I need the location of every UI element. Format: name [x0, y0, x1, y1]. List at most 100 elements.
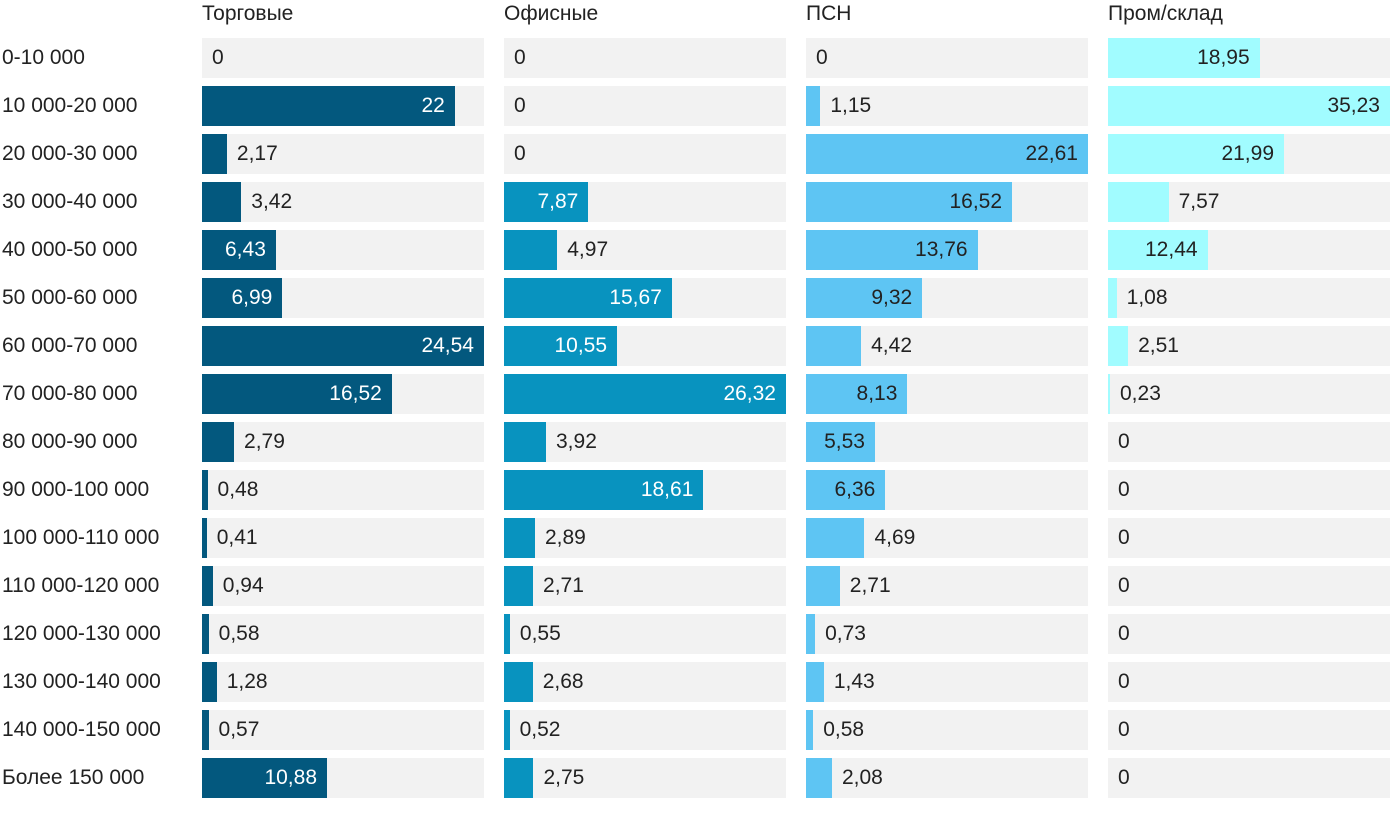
value-label: 2,68 [542, 670, 584, 693]
bar [202, 566, 213, 606]
bar-track [806, 758, 1088, 798]
value-label: 9,32 [871, 286, 913, 309]
bar [504, 374, 786, 414]
bar [504, 230, 558, 270]
bar-track [504, 422, 786, 462]
value-label: 0 [1118, 574, 1130, 597]
row-label: 20 000-30 000 [2, 142, 138, 165]
bar-track [504, 662, 786, 702]
value-label: 0,55 [519, 622, 561, 645]
bar [504, 614, 510, 654]
value-label: 22,61 [1025, 142, 1078, 165]
value-label: 6,36 [834, 478, 876, 501]
value-label: 15,67 [609, 286, 662, 309]
bar-track [202, 662, 484, 702]
bar-track [202, 566, 484, 606]
bar [806, 278, 923, 318]
value-label: 0,57 [218, 718, 260, 741]
value-label: 0,23 [1120, 382, 1161, 405]
bar-track [504, 566, 786, 606]
bar-track [504, 86, 786, 126]
value-label: 0 [816, 46, 828, 69]
bar [202, 662, 217, 702]
value-label: 21,99 [1221, 142, 1275, 165]
value-label: 0,58 [823, 718, 865, 741]
value-label: 7,87 [537, 190, 579, 213]
bar [806, 134, 1088, 174]
value-label: 0,94 [222, 574, 264, 597]
bar-track [806, 566, 1088, 606]
bar-track [1108, 374, 1390, 414]
value-label: 0 [1118, 430, 1130, 453]
value-label: 22 [421, 94, 445, 117]
value-label: 10,88 [264, 766, 318, 789]
bar [1108, 374, 1110, 414]
bar [806, 566, 840, 606]
series-title: Торговые [202, 2, 294, 25]
value-label: 1,28 [226, 670, 268, 693]
value-label: 2,79 [244, 430, 285, 453]
bar-track [806, 38, 1088, 78]
bar [202, 614, 209, 654]
row-label: 40 000-50 000 [2, 238, 138, 261]
bar-track [1108, 758, 1390, 798]
bar-track [202, 710, 484, 750]
bar-track [202, 614, 484, 654]
bar-track [1108, 566, 1390, 606]
bar [806, 422, 875, 462]
bar-track [504, 134, 786, 174]
bar [1108, 278, 1117, 318]
bar-track [1108, 710, 1390, 750]
bar-track [806, 86, 1088, 126]
bar [806, 470, 886, 510]
value-label: 0,41 [216, 526, 258, 549]
value-label: 4,42 [871, 334, 912, 357]
value-label: 7,57 [1178, 190, 1220, 213]
value-label: 0 [1118, 526, 1130, 549]
value-label: 6,43 [225, 238, 266, 261]
bar [504, 566, 534, 606]
bar [504, 422, 546, 462]
value-label: 18,95 [1197, 46, 1250, 69]
value-label: 16,52 [329, 382, 382, 405]
bar [202, 278, 283, 318]
value-label: 0 [1118, 766, 1130, 789]
value-label: 0 [1118, 478, 1130, 501]
bar-track [202, 470, 484, 510]
row-label: Более 150 000 [2, 766, 145, 789]
value-label: 1,08 [1126, 286, 1168, 309]
value-label: 2,71 [849, 574, 891, 597]
value-label: 26,32 [723, 382, 776, 405]
value-label: 1,43 [833, 670, 875, 693]
value-label: 2,08 [841, 766, 883, 789]
row-label: 90 000-100 000 [2, 478, 150, 501]
value-label: 16,52 [949, 190, 1003, 213]
value-label: 0 [514, 46, 526, 69]
row-label: 30 000-40 000 [2, 190, 138, 213]
bar-track [806, 614, 1088, 654]
value-label: 6,99 [231, 286, 273, 309]
bar [806, 614, 816, 654]
bar [504, 710, 510, 750]
bar-track [1108, 662, 1390, 702]
bar-track [1108, 278, 1390, 318]
value-label: 35,23 [1327, 94, 1380, 117]
value-label: 8,13 [856, 382, 898, 405]
bar [1108, 326, 1129, 366]
bar [1108, 230, 1208, 270]
bar [806, 230, 978, 270]
row-label: 130 000-140 000 [2, 670, 161, 693]
bar [202, 326, 484, 366]
bar [202, 182, 242, 222]
row-label: 140 000-150 000 [2, 718, 161, 741]
bar-track [202, 518, 484, 558]
value-label: 1,15 [830, 94, 872, 117]
bar [202, 230, 276, 270]
value-label: 0,73 [825, 622, 866, 645]
series-title: Пром/склад [1108, 2, 1223, 25]
bar [806, 182, 1013, 222]
value-label: 0 [1118, 718, 1130, 741]
bar [1108, 86, 1390, 126]
bar-track [806, 662, 1088, 702]
value-label: 12,44 [1145, 238, 1198, 261]
